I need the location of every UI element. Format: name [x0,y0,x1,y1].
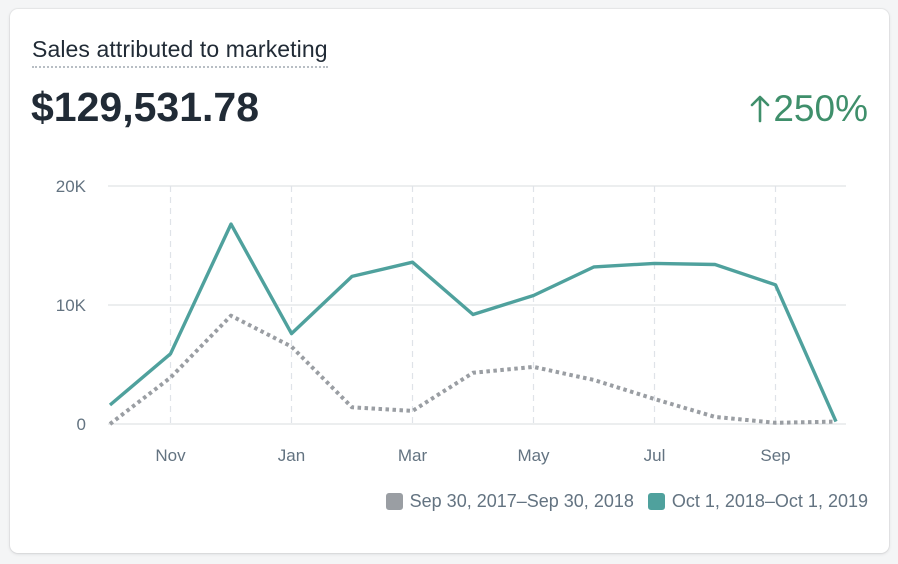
arrow-up-icon [751,95,770,123]
legend-label-previous: Sep 30, 2017–Sep 30, 2018 [409,491,634,511]
y-tick-label: 0 [77,415,86,434]
sales-card [10,9,889,553]
series-line-previous [108,313,837,426]
y-tick-label: 10K [56,296,87,315]
series-line-current [108,222,838,423]
legend-item-current[interactable]: Oct 1, 2018–Oct 1, 2019 [647,491,868,512]
chart-legend: Sep 30, 2017–Sep 30, 2018 Oct 1, 2018–Oc… [372,491,868,512]
legend-swatch-previous [385,493,403,510]
legend-label-current: Oct 1, 2018–Oct 1, 2019 [671,491,868,511]
card-title[interactable]: Sales attributed to marketing [32,36,328,68]
x-tick-label: Jul [644,446,666,465]
change-indicator: 250% [749,88,868,130]
total-sales-value: $129,531.78 [31,84,260,130]
x-tick-label: May [517,446,550,465]
x-tick-label: Mar [398,446,428,465]
y-tick-label: 20K [56,177,87,196]
x-tick-label: Sep [760,446,790,465]
legend-item-previous[interactable]: Sep 30, 2017–Sep 30, 2018 [385,491,634,512]
x-tick-label: Nov [155,446,186,465]
change-percent: 250% [773,88,868,129]
x-tick-label: Jan [278,446,305,465]
legend-swatch-current [647,493,665,510]
